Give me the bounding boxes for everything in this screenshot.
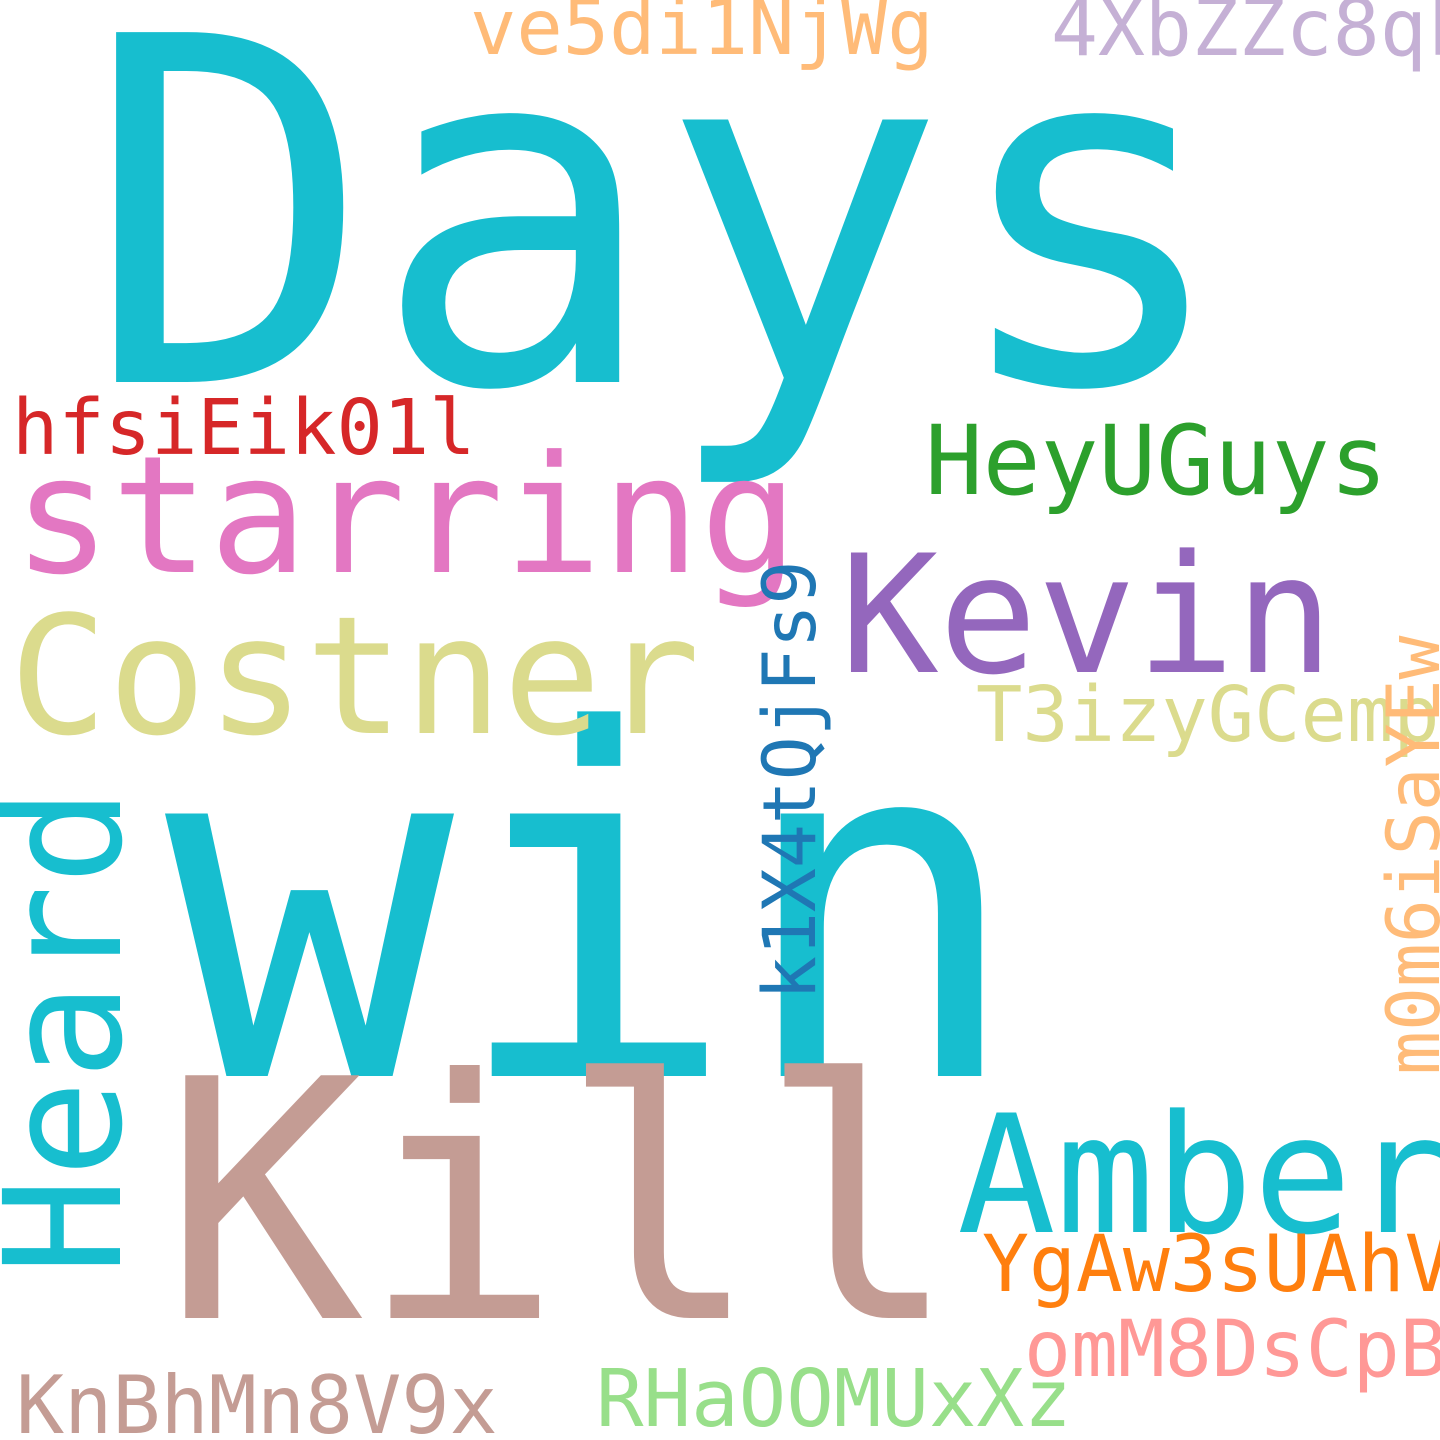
word-heyuguys: HeyUGuys (925, 405, 1388, 517)
word-starring: starring (13, 422, 799, 611)
word-heard: Heard (0, 787, 159, 1275)
word-kevin: Kevin (840, 520, 1334, 711)
word-4xbzzc8qfy: 4XbZZc8qFY (1051, 0, 1440, 74)
word-costner: Costner (9, 581, 701, 772)
word-m0m6isayew: m0m6iSaYEw (1372, 635, 1440, 1076)
word-rhaoomuxxz: RHaOOMUxXz (596, 1353, 1072, 1440)
word-k1x4tqjfs9: k1X4tQjFs9 (748, 560, 833, 1001)
word-amber: Amber (957, 1080, 1440, 1271)
word-t3izygcemp: T3izyGCemp (976, 671, 1440, 760)
word-ve5di1njwg: ve5di1NjWg (470, 0, 934, 73)
word-hfsieik01l: hfsiEik01l (12, 384, 476, 473)
word-ygaw3suahv: YgAw3sUAhV (982, 1220, 1440, 1310)
word-days: Days (84, 0, 1234, 496)
word-knbhmn8v9x: KnBhMn8V9x (16, 1359, 498, 1440)
word-win: win (165, 631, 1024, 1190)
word-omm8dscpbq: omM8DsCpBq (1024, 1305, 1440, 1395)
word-kill: Kill (163, 1009, 959, 1397)
